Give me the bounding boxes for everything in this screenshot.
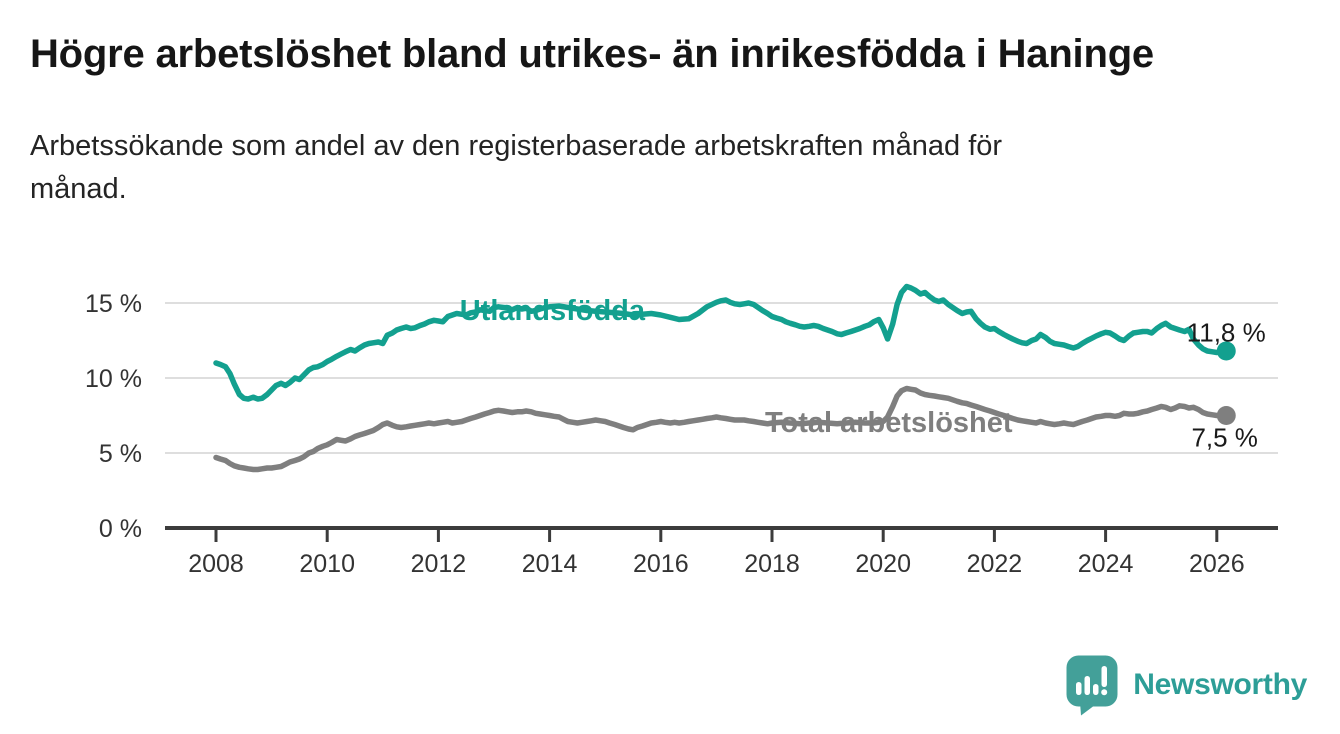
x-tick-label: 2020: [855, 550, 911, 578]
series-end-dot-1: [1216, 406, 1236, 425]
x-tick-label: 2026: [1189, 550, 1245, 578]
chart-subtitle-line-2: månad.: [30, 173, 127, 205]
x-tick-label: 2014: [522, 550, 578, 578]
series-end-dot-0: [1216, 341, 1236, 361]
x-tick-label: 2016: [633, 550, 689, 578]
series-label-0: Utlandsfödda: [460, 295, 646, 327]
chart-subtitle-line-1: Arbetssökande som andel av den registerb…: [30, 130, 1003, 162]
newsworthy-logo: Newsworthy: [1065, 654, 1307, 716]
x-tick-label: 2024: [1078, 550, 1134, 578]
x-tick-label: 2022: [967, 550, 1023, 578]
chart-subtitle: Arbetssökande som andel av den registerb…: [30, 125, 1270, 211]
x-tick-label: 2012: [411, 550, 467, 578]
y-tick-label: 0 %: [99, 515, 142, 543]
y-tick-label: 5 %: [99, 440, 142, 468]
x-tick-label: 2018: [744, 550, 800, 578]
y-tick-label: 10 %: [85, 365, 142, 393]
series-end-value-1: 7,5 %: [1191, 422, 1258, 452]
newsworthy-logo-text: Newsworthy: [1133, 668, 1307, 701]
series-end-value-0: 11,8 %: [1187, 317, 1266, 347]
y-tick-label: 15 %: [85, 290, 142, 318]
series-line-0: [213, 283, 1230, 402]
chart-title: Högre arbetslöshet bland utrikes- än inr…: [30, 32, 1154, 76]
series-line-1: [213, 385, 1230, 473]
bar-chart-glyph: [1076, 666, 1108, 696]
series-label-1: Total arbetslöshet: [765, 407, 1013, 439]
newsworthy-logo-icon: [1066, 655, 1118, 716]
x-tick-label: 2008: [188, 550, 244, 578]
x-tick-label: 2010: [299, 550, 355, 578]
